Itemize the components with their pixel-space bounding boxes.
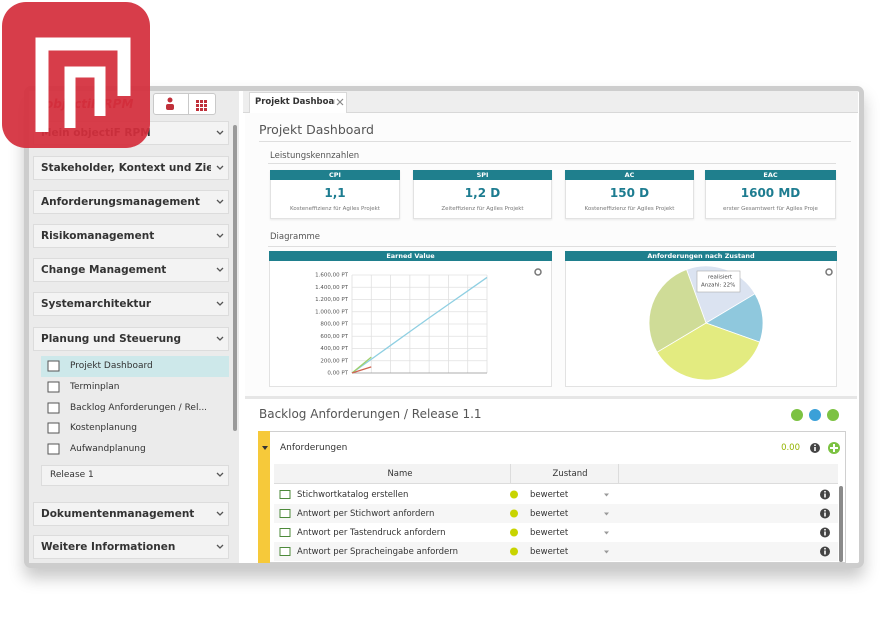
tab-label: Projekt Dashboard [255,97,335,107]
kpi-header: EAC [705,170,836,180]
menu-group-label: Stakeholder, Kontext und Ziele [41,162,211,174]
column-separator [618,464,619,484]
page-title: Projekt Dashboard [259,122,374,137]
kpi-caption: Zeiteffizienz für Agiles Projekt [441,206,524,212]
menu-group-label: Change Management [41,264,167,276]
menu-group-label: Risikomanagement [41,230,155,242]
menu-group-label: Systemarchitektur [41,298,152,310]
menu-group[interactable] [33,258,229,282]
chart-panel [269,251,552,387]
group-label[interactable]: Anforderungen [280,443,348,453]
row-name: Antwort per Tastendruck anfordern [297,527,446,538]
chart-header: Anforderungen nach Zustand [565,251,837,261]
menu-group-label: Mein objectiF RPM [41,127,151,139]
menu-item-label[interactable]: Aufwandplanung [70,444,146,454]
menu-group[interactable] [33,156,229,180]
sidebar-scrollbar [233,125,237,431]
kpi-value: 1,1 [324,186,346,200]
row-status: bewertet [530,546,569,557]
kpi-value: 1,2 D [464,186,501,200]
view-button[interactable] [188,93,216,115]
table-row[interactable] [274,504,838,523]
column-separator [510,464,511,484]
view-button[interactable] [153,93,189,115]
chart-panel [565,251,837,387]
menu-group[interactable] [33,292,229,316]
kpi-header: CPI [270,170,400,180]
chart-header: Earned Value [269,251,552,261]
tab-bar [243,91,858,113]
menu-group[interactable] [33,224,229,248]
menu-group[interactable] [33,502,229,526]
row-name: Stichwortkatalog erstellen [297,489,409,500]
section-heading: Diagramme [270,232,321,242]
table-row[interactable] [274,485,838,504]
table-row[interactable] [274,523,838,542]
section-heading: Leistungskennzahlen [270,151,360,161]
divider [268,163,836,164]
release-select[interactable] [41,465,229,486]
menu-group[interactable] [33,535,229,559]
kpi-value: 150 D [609,186,650,200]
column-header: Name [387,469,413,479]
row-name: Antwort per Spracheingabe anfordern [297,546,458,557]
menu-group[interactable] [33,327,229,351]
menu-group-label: Anforderungsmanagement [41,196,200,208]
kpi-caption: erster Gesamtwert für Agiles Proje [723,206,818,212]
divider [268,246,836,247]
menu-group-label: Weitere Informationen [41,541,176,553]
menu-group-label: Planung und Steuerung [41,333,182,345]
menu-group-label: Dokumentenmanagement [41,508,195,520]
kpi-caption: Kosteneffizienz für Agiles Projekt [290,206,380,212]
app-name: objectiF RPM [45,97,134,111]
row-status: bewertet [530,508,569,519]
release-label: Release 1 [50,470,94,480]
menu-item-label[interactable]: Terminplan [70,382,120,392]
row-status: bewertet [530,489,569,500]
menu-group[interactable] [33,190,229,214]
menu-item-label[interactable]: Kostenplanung [70,423,137,433]
table-scrollbar [839,486,843,562]
group-marker [258,431,270,563]
kpi-header: AC [565,170,694,180]
row-status: bewertet [530,527,569,538]
kpi-value: 1600 MD [740,186,801,200]
group-total: 0.00 [781,443,800,453]
table-header [274,464,838,484]
menu-item-label[interactable]: Projekt Dashboard [70,361,153,371]
menu-item-selected [41,356,229,377]
divider [259,141,851,142]
row-name: Antwort per Stichwort anfordern [297,508,435,519]
kpi-header: SPI [413,170,552,180]
divider [245,396,857,399]
column-header: Zustand [552,469,588,479]
tab[interactable] [249,92,347,113]
table-row[interactable] [274,542,838,561]
menu-item-label[interactable]: Backlog Anforderungen / Rel... [70,403,208,413]
kpi-caption: Kosteneffizienz für Agiles Projekt [584,206,675,212]
backlog-title: Backlog Anforderungen / Release 1.1 [259,407,482,421]
